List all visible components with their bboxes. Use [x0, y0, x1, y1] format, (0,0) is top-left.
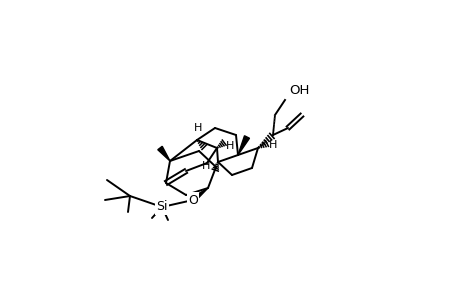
Text: H: H [269, 140, 277, 150]
Text: OH: OH [288, 84, 309, 97]
Text: O: O [188, 194, 197, 206]
Text: H: H [201, 161, 210, 171]
Polygon shape [237, 136, 249, 155]
Polygon shape [157, 146, 170, 161]
Polygon shape [191, 188, 207, 202]
Text: H: H [193, 123, 202, 133]
Text: Si: Si [156, 200, 168, 214]
Text: H: H [225, 141, 234, 151]
